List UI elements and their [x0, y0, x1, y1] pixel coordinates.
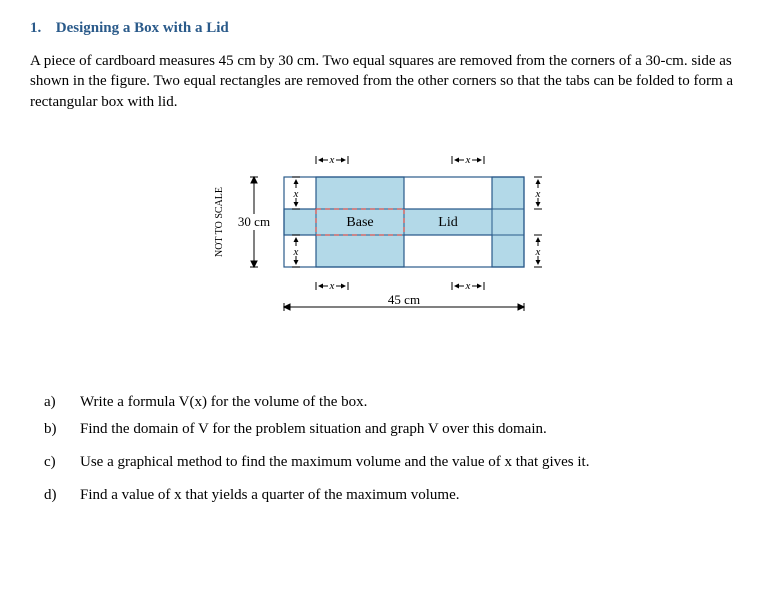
- question-text: Find the domain of V for the problem sit…: [80, 419, 738, 440]
- x-dim-right-bottom: x: [534, 235, 542, 267]
- question-list: a) Write a formula V(x) for the volume o…: [30, 392, 738, 506]
- svg-text:x: x: [293, 246, 299, 258]
- question-label: c): [30, 452, 80, 473]
- base-label: Base: [346, 215, 373, 230]
- question-label: b): [30, 419, 80, 440]
- title-text: Designing a Box with a Lid: [56, 20, 229, 36]
- svg-text:x: x: [535, 246, 541, 258]
- height-label: 30 cm: [238, 214, 270, 229]
- svg-text:x: x: [465, 154, 471, 166]
- not-to-scale: NOT TO SCALE: [214, 187, 225, 257]
- svg-text:x: x: [329, 280, 335, 292]
- x-dim-top-left: x: [316, 154, 348, 166]
- x-dim-top-right: x: [452, 154, 484, 166]
- title-number: 1.: [30, 20, 52, 37]
- lid-label: Lid: [438, 215, 457, 230]
- question-label: d): [30, 485, 80, 506]
- x-dim-left-bottom: x: [292, 235, 300, 267]
- problem-title: 1. Designing a Box with a Lid: [30, 20, 738, 37]
- problem-paragraph: A piece of cardboard measures 45 cm by 3…: [30, 51, 738, 112]
- question-c: c) Use a graphical method to find the ma…: [30, 452, 738, 473]
- figure-container: Base Lid NOT TO SCALE 30 cm 45 cm: [30, 142, 738, 332]
- x-dim-left-top: x: [292, 177, 300, 209]
- x-dim-bottom-left: x: [316, 280, 348, 292]
- question-text: Find a value of x that yields a quarter …: [80, 485, 738, 506]
- question-text: Use a graphical method to find the maxim…: [80, 452, 738, 473]
- width-label: 45 cm: [388, 292, 420, 307]
- svg-text:x: x: [329, 154, 335, 166]
- question-label: a): [30, 392, 80, 413]
- x-dim-right-top: x: [534, 177, 542, 209]
- question-a: a) Write a formula V(x) for the volume o…: [30, 392, 738, 413]
- box-diagram: Base Lid NOT TO SCALE 30 cm 45 cm: [184, 142, 584, 332]
- svg-text:x: x: [535, 188, 541, 200]
- x-dim-bottom-right: x: [452, 280, 484, 292]
- question-d: d) Find a value of x that yields a quart…: [30, 485, 738, 506]
- svg-text:x: x: [293, 188, 299, 200]
- question-text: Write a formula V(x) for the volume of t…: [80, 392, 738, 413]
- question-b: b) Find the domain of V for the problem …: [30, 419, 738, 440]
- svg-text:x: x: [465, 280, 471, 292]
